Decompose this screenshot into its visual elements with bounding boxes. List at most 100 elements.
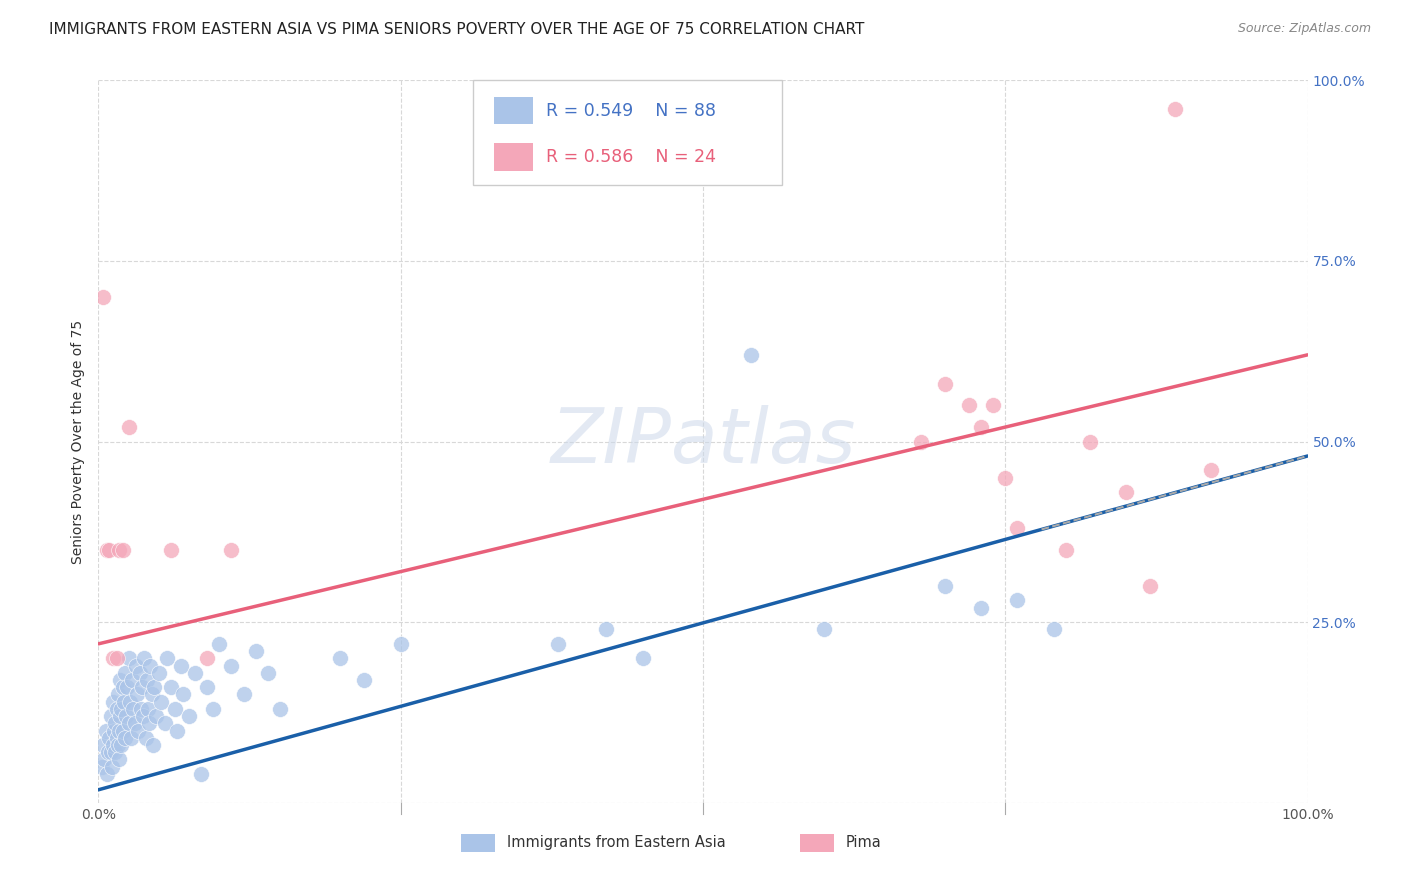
Point	[127, 723, 149, 738]
Point	[245, 644, 267, 658]
Point	[631, 651, 654, 665]
Point	[110, 702, 132, 716]
Point	[108, 752, 131, 766]
Point	[111, 723, 134, 738]
Point	[195, 651, 218, 665]
Point	[118, 695, 141, 709]
Point	[232, 687, 254, 701]
Point	[118, 716, 141, 731]
Point	[141, 687, 163, 701]
Point	[910, 434, 932, 449]
Point	[957, 398, 980, 412]
Point	[135, 731, 157, 745]
Point	[108, 542, 131, 557]
Text: R = 0.586    N = 24: R = 0.586 N = 24	[546, 148, 716, 166]
Point	[108, 673, 131, 687]
Point	[172, 687, 194, 701]
Point	[132, 709, 155, 723]
Point	[104, 716, 127, 731]
Text: ZIPatlas: ZIPatlas	[550, 405, 856, 478]
Point	[813, 623, 835, 637]
Point	[108, 709, 131, 723]
Point	[91, 290, 114, 304]
Point	[163, 702, 186, 716]
Point	[1139, 579, 1161, 593]
Point	[104, 745, 127, 759]
Point	[160, 542, 183, 557]
Point	[101, 738, 124, 752]
Point	[134, 651, 156, 665]
Point	[128, 665, 150, 680]
Point	[138, 716, 160, 731]
Point	[179, 709, 201, 723]
Point	[1115, 485, 1137, 500]
Text: Source: ZipAtlas.com: Source: ZipAtlas.com	[1237, 22, 1371, 36]
Point	[121, 673, 143, 687]
Point	[145, 709, 167, 723]
Point	[353, 673, 375, 687]
Point	[98, 542, 121, 557]
Point	[100, 760, 122, 774]
Point	[184, 665, 207, 680]
Point	[195, 680, 218, 694]
Point	[117, 680, 139, 694]
Point	[91, 738, 114, 752]
Point	[389, 637, 412, 651]
Point	[105, 702, 128, 716]
Point	[1163, 102, 1185, 116]
Point	[101, 651, 124, 665]
Point	[740, 348, 762, 362]
Point	[112, 695, 135, 709]
Point	[100, 709, 122, 723]
Text: Immigrants from Eastern Asia: Immigrants from Eastern Asia	[508, 835, 725, 850]
Point	[256, 665, 278, 680]
Point	[115, 709, 138, 723]
Point	[111, 542, 134, 557]
Point	[108, 723, 131, 738]
Text: Pima: Pima	[845, 835, 882, 850]
Point	[127, 687, 149, 701]
FancyBboxPatch shape	[800, 833, 834, 852]
Point	[150, 695, 173, 709]
Point	[221, 542, 243, 557]
FancyBboxPatch shape	[474, 80, 782, 185]
Y-axis label: Seniors Poverty Over the Age of 75: Seniors Poverty Over the Age of 75	[72, 319, 86, 564]
Point	[1007, 593, 1029, 607]
Point	[131, 680, 153, 694]
Point	[934, 376, 956, 391]
Text: R = 0.549    N = 88: R = 0.549 N = 88	[546, 102, 716, 120]
Text: IMMIGRANTS FROM EASTERN ASIA VS PIMA SENIORS POVERTY OVER THE AGE OF 75 CORRELAT: IMMIGRANTS FROM EASTERN ASIA VS PIMA SEN…	[49, 22, 865, 37]
Point	[143, 680, 166, 694]
Point	[1054, 542, 1077, 557]
Point	[208, 637, 231, 651]
Point	[139, 658, 162, 673]
Point	[96, 767, 118, 781]
Point	[91, 760, 114, 774]
Point	[142, 738, 165, 752]
Point	[269, 702, 291, 716]
Point	[96, 542, 118, 557]
Point	[1042, 623, 1064, 637]
Point	[135, 673, 157, 687]
Point	[94, 723, 117, 738]
Point	[118, 651, 141, 665]
Point	[110, 738, 132, 752]
Point	[124, 716, 146, 731]
Point	[202, 702, 225, 716]
Point	[122, 702, 145, 716]
Point	[160, 680, 183, 694]
Point	[114, 665, 136, 680]
Point	[981, 398, 1004, 412]
Point	[114, 731, 136, 745]
Point	[547, 637, 569, 651]
Point	[148, 665, 170, 680]
Point	[190, 767, 212, 781]
Point	[1078, 434, 1101, 449]
Point	[970, 420, 993, 434]
Point	[595, 623, 617, 637]
Point	[156, 651, 179, 665]
Point	[100, 745, 122, 759]
Point	[169, 658, 191, 673]
Point	[107, 687, 129, 701]
Point	[1199, 463, 1222, 477]
